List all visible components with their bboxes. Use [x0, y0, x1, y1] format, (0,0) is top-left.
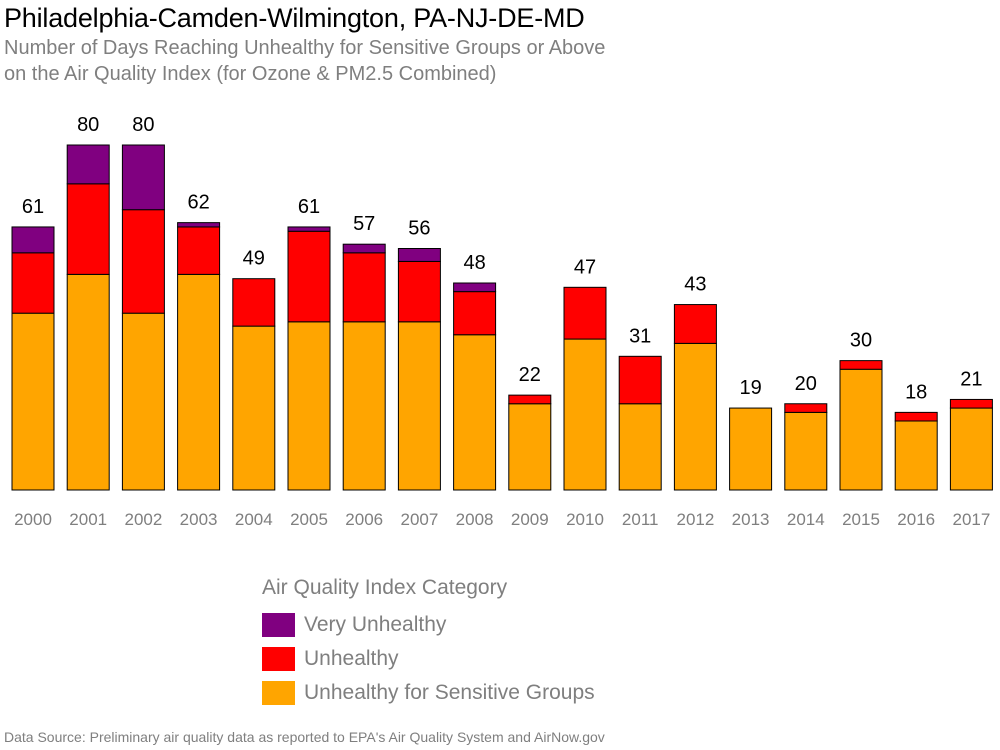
total-label-2007: 56 [408, 218, 430, 240]
bar-2015-unhealthy [839, 360, 883, 370]
x-tick-label-2006: 2006 [345, 510, 383, 529]
bar-2004-unhealthy-for-sensitive-groups [232, 325, 276, 491]
bar-2013-unhealthy-for-sensitive-groups [729, 407, 773, 491]
data-source-note: Data Source: Preliminary air quality dat… [4, 729, 605, 745]
bar-2001-unhealthy [66, 183, 110, 275]
bar-2014-unhealthy-for-sensitive-groups [784, 411, 828, 491]
total-label-2003: 62 [187, 192, 209, 214]
legend-label-unhealthy-sensitive: Unhealthy for Sensitive Groups [304, 681, 595, 704]
bar-2010-unhealthy-for-sensitive-groups [563, 338, 607, 491]
bar-2007-unhealthy [397, 260, 441, 323]
bar-2004-unhealthy [232, 278, 276, 327]
bar-2002-unhealthy-for-sensitive-groups [121, 312, 165, 491]
bar-2016-unhealthy-for-sensitive-groups [894, 420, 938, 491]
bar-2015-unhealthy-for-sensitive-groups [839, 368, 883, 491]
chart-subtitle-line-2: on the Air Quality Index (for Ozone & PM… [4, 63, 497, 85]
x-tick-label-2012: 2012 [676, 510, 714, 529]
x-tick-label-2015: 2015 [842, 510, 880, 529]
total-label-2013: 19 [739, 377, 761, 399]
bar-2008-unhealthy [453, 291, 497, 336]
total-label-2016: 18 [905, 381, 927, 403]
bar-2006-unhealthy-for-sensitive-groups [342, 321, 386, 491]
bar-2007-unhealthy-for-sensitive-groups [397, 321, 441, 491]
bar-2009-unhealthy [508, 394, 552, 405]
bar-2002-unhealthy [121, 209, 165, 314]
total-label-2014: 20 [795, 373, 817, 395]
bar-2014-unhealthy [784, 403, 828, 413]
bar-2000-very-unhealthy [11, 226, 55, 254]
total-label-2015: 30 [850, 330, 872, 352]
bar-2005-unhealthy [287, 230, 331, 323]
legend-label-unhealthy: Unhealthy [304, 647, 399, 670]
total-label-2005: 61 [298, 196, 320, 218]
x-tick-label-2005: 2005 [290, 510, 328, 529]
bar-2003-unhealthy-for-sensitive-groups [177, 273, 221, 491]
bar-2006-unhealthy [342, 252, 386, 323]
chart-subtitle-line-1: Number of Days Reaching Unhealthy for Se… [4, 37, 606, 59]
bar-2009-unhealthy-for-sensitive-groups [508, 403, 552, 491]
total-label-2012: 43 [684, 274, 706, 296]
bar-2012-unhealthy-for-sensitive-groups [673, 342, 717, 491]
bar-2017-unhealthy [949, 398, 993, 409]
total-label-2006: 57 [353, 213, 375, 235]
x-tick-label-2010: 2010 [566, 510, 604, 529]
x-tick-label-2001: 2001 [69, 510, 107, 529]
legend-label-very-unhealthy: Very Unhealthy [304, 613, 447, 636]
x-tick-label-2008: 2008 [456, 510, 494, 529]
legend-item-unhealthy: Unhealthy [262, 642, 595, 676]
bar-2005-unhealthy-for-sensitive-groups [287, 321, 331, 491]
bar-2008-very-unhealthy [453, 282, 497, 293]
x-tick-label-2007: 2007 [400, 510, 438, 529]
total-label-2008: 48 [463, 252, 485, 274]
x-tick-label-2011: 2011 [622, 510, 659, 529]
total-label-2011: 31 [629, 325, 651, 347]
legend-item-unhealthy-sensitive: Unhealthy for Sensitive Groups [262, 676, 595, 710]
legend: Air Quality Index Category Very Unhealth… [262, 576, 595, 710]
total-label-2002: 80 [132, 114, 154, 136]
bar-2010-unhealthy [563, 286, 607, 340]
bar-2011-unhealthy-for-sensitive-groups [618, 403, 662, 491]
bar-2005-very-unhealthy [287, 226, 331, 232]
bar-2017-unhealthy-for-sensitive-groups [949, 407, 993, 491]
bar-2000-unhealthy [11, 252, 55, 314]
bar-2003-very-unhealthy [177, 222, 221, 228]
bar-2008-unhealthy-for-sensitive-groups [453, 334, 497, 491]
legend-swatch-very-unhealthy [262, 613, 295, 637]
bar-2001-very-unhealthy [66, 144, 110, 185]
legend-title: Air Quality Index Category [262, 576, 508, 599]
x-tick-label-2013: 2013 [732, 510, 770, 529]
bar-2011-unhealthy [618, 355, 662, 405]
x-tick-label-2009: 2009 [511, 510, 549, 529]
legend-swatch-unhealthy-sensitive [262, 681, 295, 705]
x-tick-label-2014: 2014 [787, 510, 825, 529]
bar-2000-unhealthy-for-sensitive-groups [11, 312, 55, 491]
bar-2006-very-unhealthy [342, 243, 386, 254]
legend-item-very-unhealthy: Very Unhealthy [262, 608, 595, 642]
x-tick-label-2003: 2003 [180, 510, 218, 529]
bar-2001-unhealthy-for-sensitive-groups [66, 273, 110, 491]
bar-2016-unhealthy [894, 411, 938, 422]
x-tick-label-2004: 2004 [235, 510, 273, 529]
total-label-2004: 49 [243, 248, 265, 270]
x-tick-label-2016: 2016 [897, 510, 935, 529]
stacked-bar-chart: 61 2000 80 2001 80 2002 62 2003 49 2004 61 2005 57 20… [11, 114, 993, 529]
total-label-2009: 22 [519, 364, 541, 386]
bar-2012-unhealthy [673, 304, 717, 344]
chart-title: Philadelphia-Camden-Wilmington, PA-NJ-DE… [4, 3, 585, 33]
bar-2002-very-unhealthy [121, 144, 165, 211]
total-label-2017: 21 [960, 368, 982, 390]
x-tick-label-2002: 2002 [124, 510, 162, 529]
x-tick-label-2000: 2000 [14, 510, 52, 529]
legend-swatch-unhealthy [262, 647, 295, 671]
bar-2007-very-unhealthy [397, 248, 441, 262]
x-tick-label-2017: 2017 [952, 510, 990, 529]
total-label-2001: 80 [77, 114, 99, 136]
total-label-2000: 61 [22, 196, 44, 218]
total-label-2010: 47 [574, 256, 596, 278]
bar-2003-unhealthy [177, 226, 221, 275]
